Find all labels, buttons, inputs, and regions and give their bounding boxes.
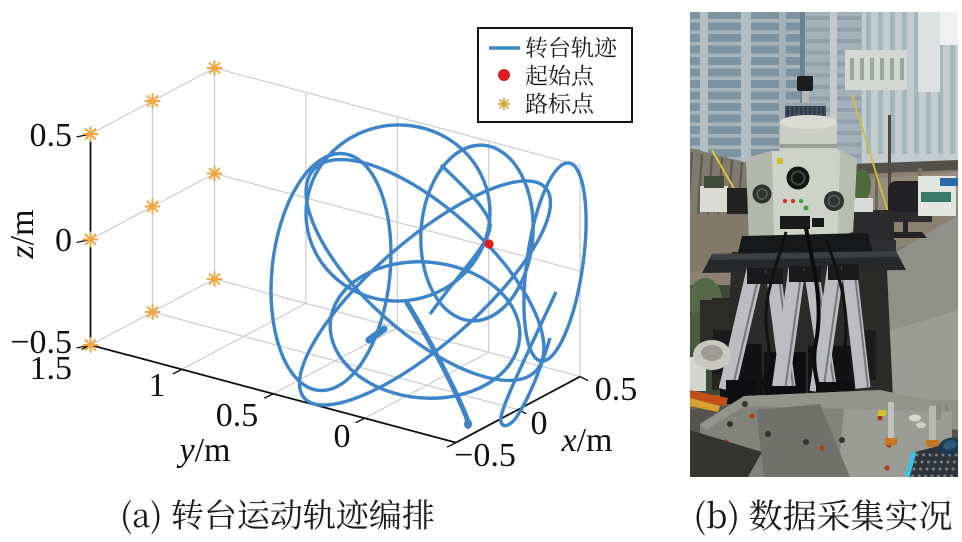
svg-text:−0.5: −0.5 xyxy=(454,437,516,474)
svg-text:y/m: y/m xyxy=(177,432,231,469)
svg-text:0.5: 0.5 xyxy=(595,371,638,408)
svg-text:x/m: x/m xyxy=(561,422,613,459)
svg-text:−0.5: −0.5 xyxy=(10,324,72,361)
svg-text:0: 0 xyxy=(334,418,351,455)
svg-text:z/m: z/m xyxy=(4,209,41,259)
svg-text:1.5: 1.5 xyxy=(30,350,73,387)
svg-text:1: 1 xyxy=(149,367,166,404)
svg-text:0: 0 xyxy=(55,222,72,259)
svg-text:0: 0 xyxy=(531,405,548,442)
svg-text:0.5: 0.5 xyxy=(30,117,73,154)
svg-text:0.5: 0.5 xyxy=(216,397,259,434)
